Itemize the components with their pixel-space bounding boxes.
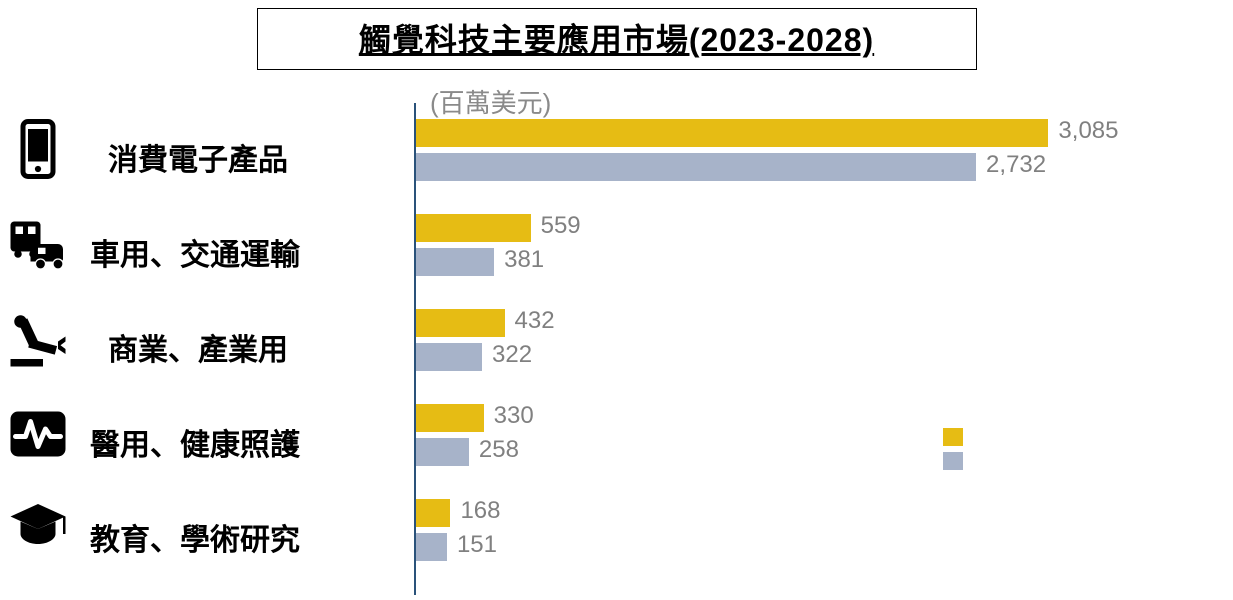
- chart-area: 消費電子產品 3,085 2,732 車用、交通運輸: [0, 113, 1233, 593]
- bar-series-a: [416, 404, 484, 432]
- legend: [943, 428, 963, 470]
- value-series-b: 2,732: [986, 151, 1046, 179]
- health-icon: [8, 404, 68, 464]
- category-label: 教育、學術研究: [90, 515, 300, 559]
- bar-series-a: [416, 309, 505, 337]
- category-label: 車用、交通運輸: [90, 230, 300, 274]
- category-row: 商業、產業用 432 322: [0, 303, 1233, 387]
- category-label: 醫用、健康照護: [90, 420, 300, 464]
- value-series-a: 432: [515, 307, 555, 335]
- chart-title: 觸覺科技主要應用市場(2023-2028): [359, 22, 874, 58]
- smartphone-icon: [8, 119, 68, 179]
- category-label: 商業、產業用: [108, 325, 288, 369]
- category-row: 教育、學術研究 168 151: [0, 493, 1233, 577]
- value-series-a: 330: [494, 402, 534, 430]
- bar-series-a: [416, 214, 531, 242]
- category-row: 消費電子產品 3,085 2,732: [0, 113, 1233, 197]
- transport-icon: [8, 214, 68, 274]
- bar-series-b: [416, 438, 469, 466]
- value-series-a: 168: [460, 497, 500, 525]
- value-series-b: 381: [504, 246, 544, 274]
- education-icon: [8, 499, 68, 559]
- value-series-b: 322: [492, 341, 532, 369]
- value-series-a: 3,085: [1058, 117, 1118, 145]
- value-series-b: 151: [457, 531, 497, 559]
- chart-title-box: 觸覺科技主要應用市場(2023-2028): [257, 8, 977, 70]
- bar-series-b: [416, 248, 494, 276]
- category-label: 消費電子產品: [108, 135, 288, 179]
- robot-arm-icon: [8, 309, 68, 369]
- category-row: 車用、交通運輸 559 381: [0, 208, 1233, 292]
- bar-series-b: [416, 153, 976, 181]
- legend-swatch-b: [943, 452, 963, 470]
- category-row: 醫用、健康照護 330 258: [0, 398, 1233, 482]
- value-series-b: 258: [479, 436, 519, 464]
- bar-series-b: [416, 533, 447, 561]
- value-series-a: 559: [541, 212, 581, 240]
- legend-swatch-a: [943, 428, 963, 446]
- bar-series-a: [416, 499, 450, 527]
- bar-series-a: [416, 119, 1048, 147]
- bar-series-b: [416, 343, 482, 371]
